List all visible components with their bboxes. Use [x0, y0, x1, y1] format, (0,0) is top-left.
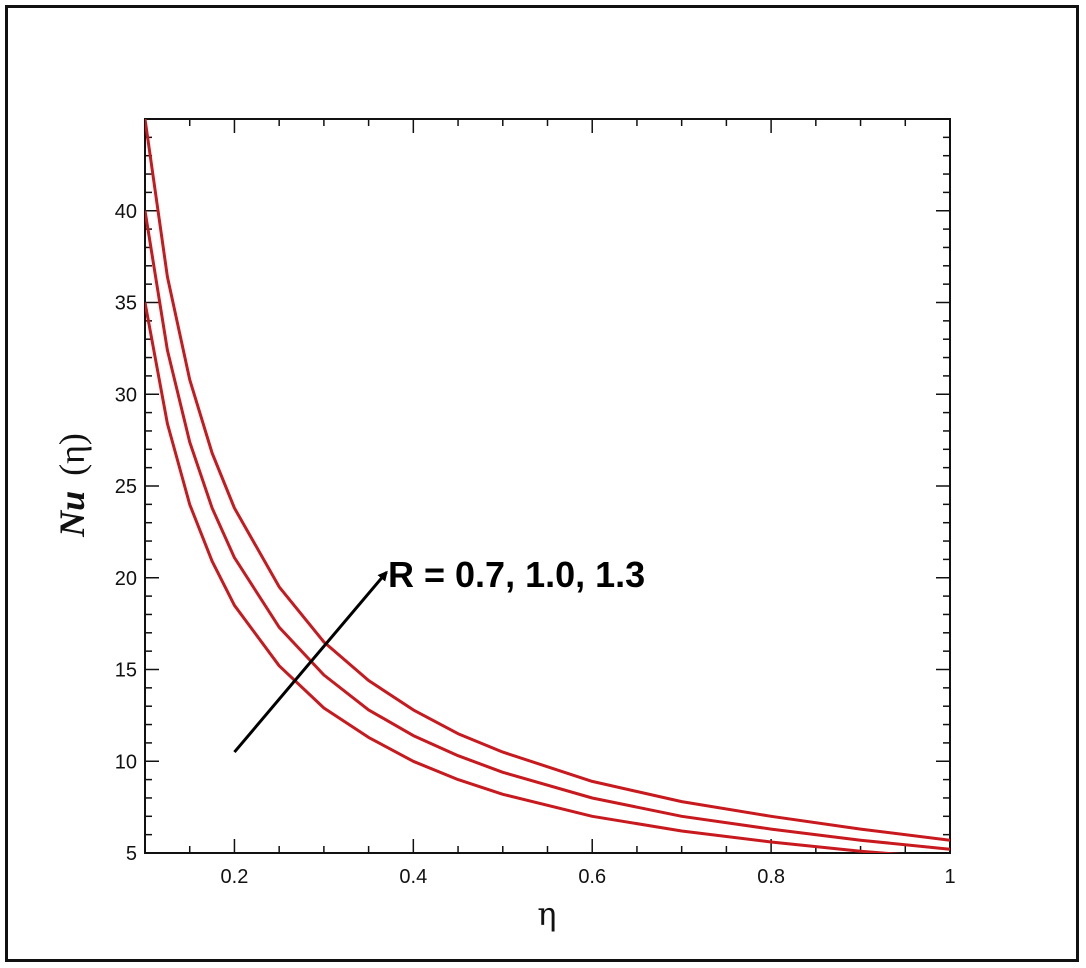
- x-tick-label: 0.6: [578, 866, 606, 888]
- x-tick-label: 1: [944, 866, 955, 888]
- y-tick-label: 25: [115, 476, 137, 498]
- x-axis-tick-labels: 0.2 0.4 0.6 0.8 1: [221, 866, 956, 888]
- y-tick-label: 40: [115, 201, 137, 223]
- x-tick-label: 0.8: [757, 866, 785, 888]
- annotation-arrow: [233, 570, 388, 754]
- y-axis-label-arg: (η): [52, 433, 92, 476]
- y-axis-label: Nu (η): [52, 433, 92, 538]
- x-axis-label: η: [537, 895, 556, 933]
- x-tick-label: 0.4: [399, 866, 427, 888]
- series-line-2: [145, 210, 950, 851]
- y-axis-label-main: Nu: [52, 491, 92, 538]
- y-tick-label: 5: [126, 843, 137, 865]
- y-tick-label: 15: [115, 660, 137, 682]
- y-tick-label: 35: [115, 293, 137, 315]
- series-lines: [145, 119, 950, 853]
- y-tick-label: 30: [115, 384, 137, 406]
- series-line-3: [145, 119, 950, 842]
- y-tick-label: 20: [115, 568, 137, 590]
- x-tick-label: 0.2: [221, 866, 249, 888]
- y-axis-tick-labels: 5 10 15 20 25 30 35 40: [115, 201, 137, 865]
- y-tick-label: 10: [115, 751, 137, 773]
- x-axis-ticks: [144, 119, 951, 853]
- series-line-1: [145, 302, 902, 853]
- plot-area: [144, 118, 951, 854]
- annotation-label: R = 0.7, 1.0, 1.3: [388, 554, 645, 595]
